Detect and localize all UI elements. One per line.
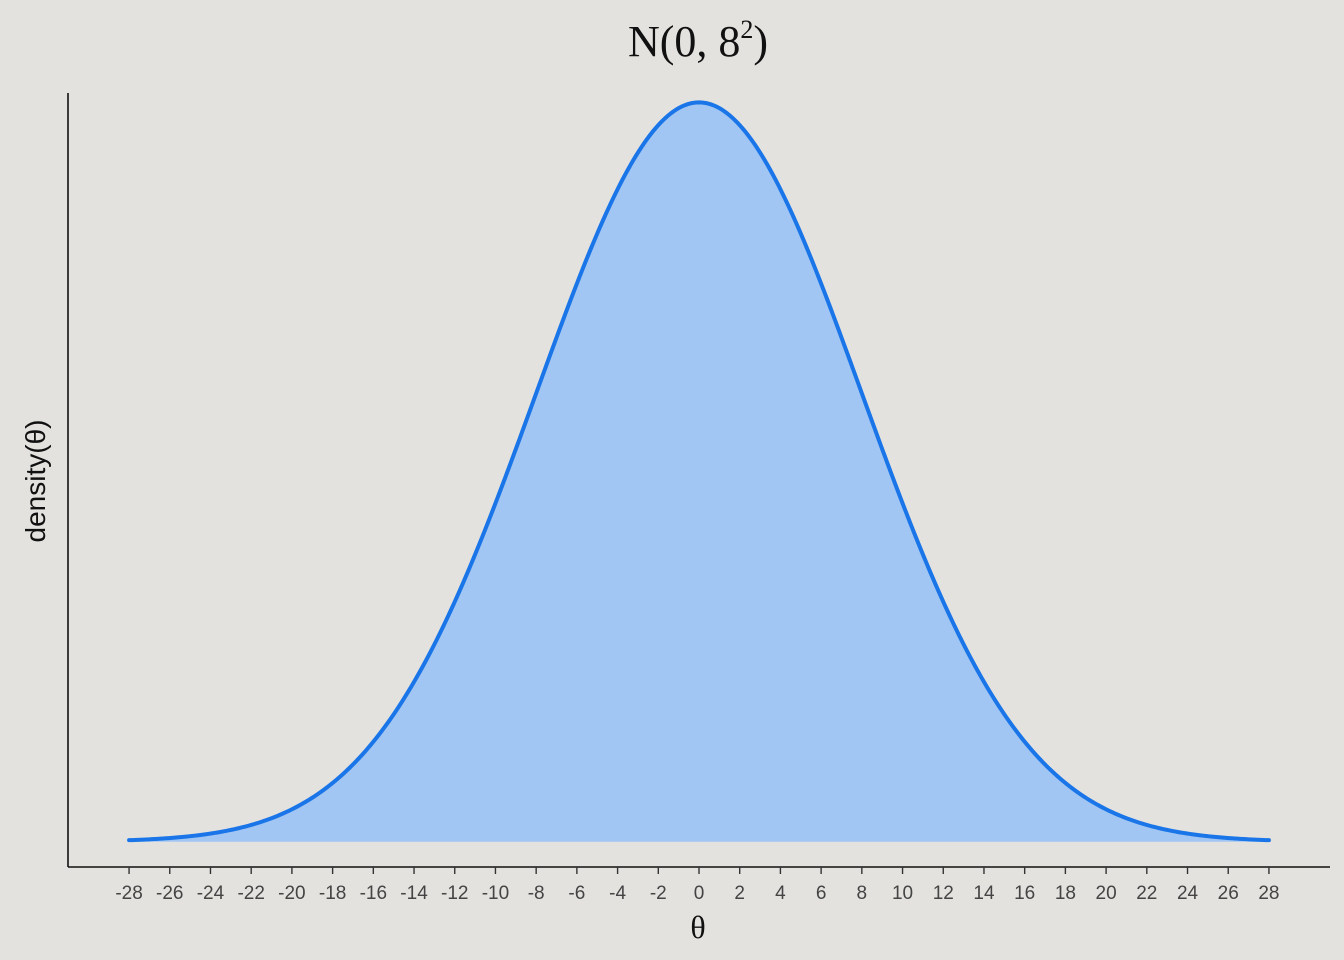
- chart-title-superscript: 2: [740, 15, 753, 44]
- x-tick-label: 10: [892, 883, 913, 904]
- x-tick-label: -26: [156, 883, 183, 904]
- x-tick-label: -10: [482, 883, 509, 904]
- x-tick-label: -16: [360, 883, 387, 904]
- x-tick-label: 22: [1136, 883, 1157, 904]
- x-tick-label: -12: [441, 883, 468, 904]
- x-tick-label: 8: [857, 883, 868, 904]
- x-tick-label: -22: [237, 883, 264, 904]
- chart-title-close: ): [753, 17, 768, 66]
- x-tick-label: 20: [1096, 883, 1117, 904]
- x-axis-label: θ: [690, 909, 705, 945]
- x-tick-label: -6: [568, 883, 585, 904]
- x-tick-label: -20: [278, 883, 305, 904]
- x-tick-label: 24: [1177, 883, 1199, 904]
- x-tick-label: -24: [197, 883, 225, 904]
- x-tick-label: 26: [1218, 883, 1239, 904]
- x-tick-label: -14: [400, 883, 428, 904]
- x-tick-label: 2: [734, 883, 745, 904]
- x-ticks: -28 -26 -24 -22 -20 -18 -16 -14 -12 -10 -8 -6 -4 -2 0 2…: [115, 867, 1280, 904]
- x-tick-label: -2: [650, 883, 667, 904]
- x-tick-label: 4: [775, 883, 786, 904]
- x-tick-label: -4: [609, 883, 626, 904]
- x-tick-label: 28: [1258, 883, 1279, 904]
- x-tick-label: 0: [694, 883, 705, 904]
- x-tick-label: 6: [816, 883, 827, 904]
- y-axis-label: density(θ): [20, 420, 51, 543]
- chart-title: N(0, 82): [628, 15, 768, 66]
- x-tick-label: 16: [1014, 883, 1035, 904]
- x-tick-label: 14: [973, 883, 995, 904]
- chart-title-main: N(0, 8: [628, 17, 740, 66]
- x-tick-label: -28: [115, 883, 142, 904]
- x-tick-label: 12: [933, 883, 954, 904]
- x-tick-label: -18: [319, 883, 346, 904]
- x-tick-label: 18: [1055, 883, 1076, 904]
- x-tick-label: -8: [528, 883, 545, 904]
- plot-area: [127, 100, 1271, 843]
- density-area: [129, 102, 1269, 842]
- density-line: [127, 100, 1271, 843]
